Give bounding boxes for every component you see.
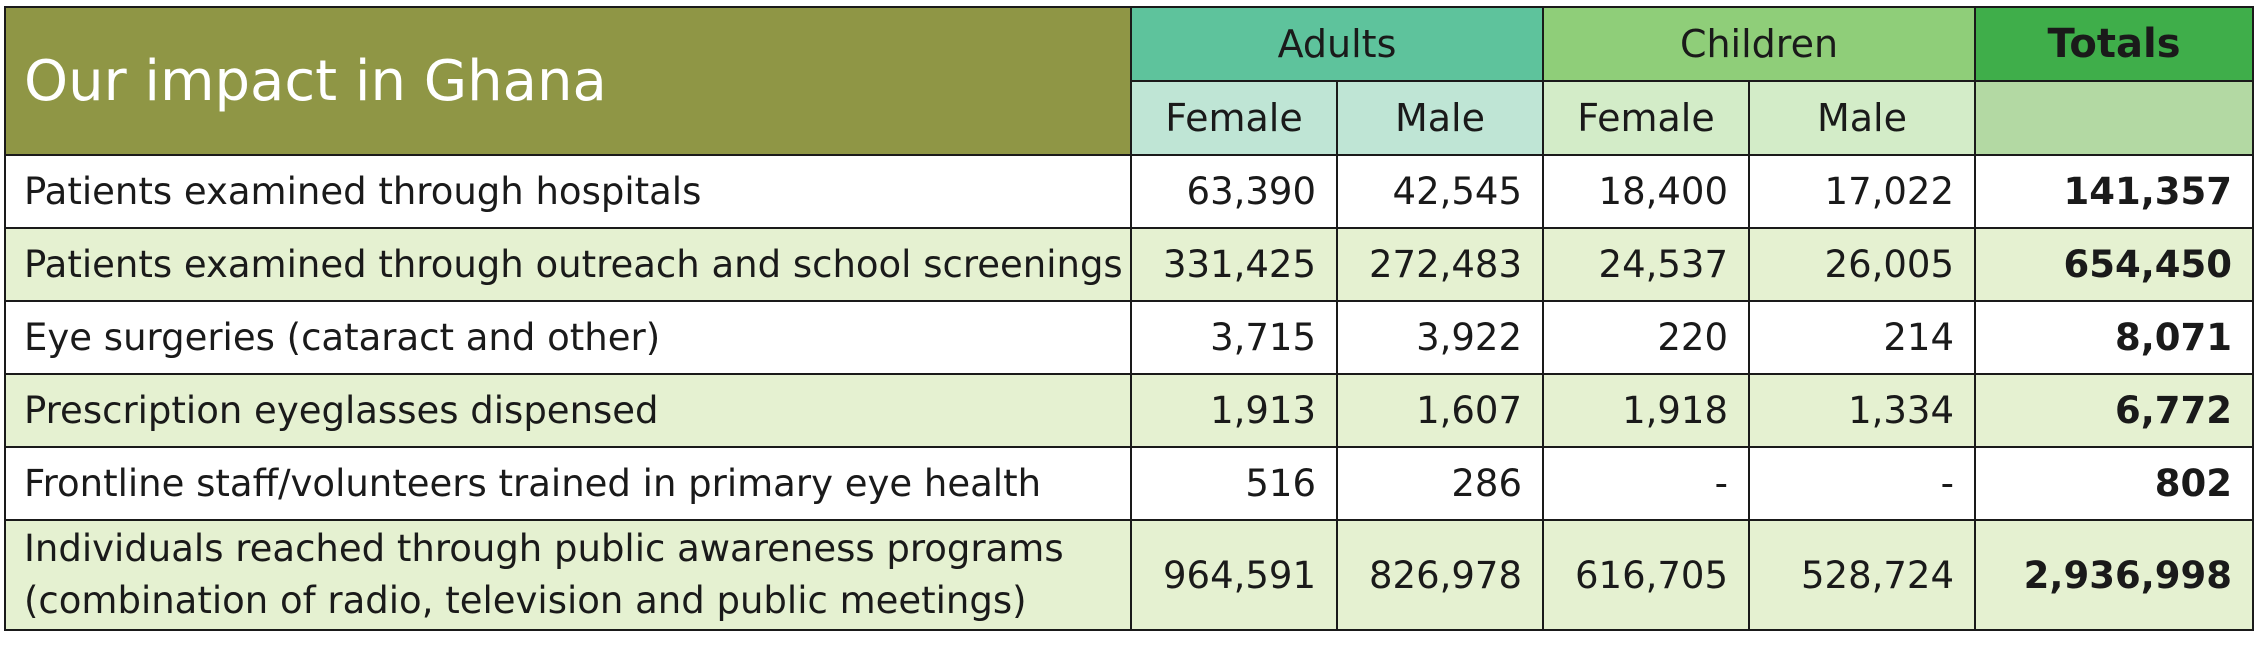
cell-adults-male: 826,978 (1336, 519, 1544, 631)
cell-total: 8,071 (1974, 300, 2254, 375)
group-header-adults: Adults (1130, 6, 1544, 82)
cell-children-female: 1,918 (1542, 373, 1750, 448)
cell-adults-female: 516 (1130, 446, 1338, 521)
table-row: Patients examined through hospitals 63,3… (4, 154, 2254, 229)
cell-total: 6,772 (1974, 373, 2254, 448)
group-header-totals: Totals (1974, 6, 2254, 82)
cell-total: 654,450 (1974, 227, 2254, 302)
row-label: Individuals reached through public aware… (4, 519, 1132, 631)
table-row: Prescription eyeglasses dispensed 1,913 … (4, 373, 2254, 448)
row-label-line-2: (combination of radio, television and pu… (24, 579, 1027, 622)
table-row: Patients examined through outreach and s… (4, 227, 2254, 302)
cell-children-female: 616,705 (1542, 519, 1750, 631)
cell-children-male: 214 (1748, 300, 1976, 375)
cell-children-male: 26,005 (1748, 227, 1976, 302)
cell-children-female: 18,400 (1542, 154, 1750, 229)
cell-children-female: - (1542, 446, 1750, 521)
subheader-adults-female: Female (1130, 80, 1338, 156)
table-title: Our impact in Ghana (4, 6, 1132, 156)
row-label: Prescription eyeglasses dispensed (4, 373, 1132, 448)
cell-adults-male: 286 (1336, 446, 1544, 521)
cell-adults-female: 331,425 (1130, 227, 1338, 302)
subheader-adults-male: Male (1336, 80, 1544, 156)
subheader-children-female: Female (1542, 80, 1750, 156)
cell-children-female: 24,537 (1542, 227, 1750, 302)
row-label: Frontline staff/volunteers trained in pr… (4, 446, 1132, 521)
subheader-children-male: Male (1748, 80, 1976, 156)
row-label: Patients examined through hospitals (4, 154, 1132, 229)
cell-adults-female: 63,390 (1130, 154, 1338, 229)
table-row: Individuals reached through public aware… (4, 519, 2254, 631)
cell-adults-male: 42,545 (1336, 154, 1544, 229)
cell-total: 141,357 (1974, 154, 2254, 229)
cell-children-male: 1,334 (1748, 373, 1976, 448)
cell-children-male: - (1748, 446, 1976, 521)
subheader-totals (1974, 80, 2254, 156)
cell-adults-male: 1,607 (1336, 373, 1544, 448)
cell-adults-female: 3,715 (1130, 300, 1338, 375)
row-label-line-1: Individuals reached through public aware… (24, 527, 1064, 570)
cell-children-male: 17,022 (1748, 154, 1976, 229)
group-header-children: Children (1542, 6, 1976, 82)
cell-children-female: 220 (1542, 300, 1750, 375)
cell-total: 2,936,998 (1974, 519, 2254, 631)
cell-adults-female: 964,591 (1130, 519, 1338, 631)
table-row: Frontline staff/volunteers trained in pr… (4, 446, 2254, 521)
row-label: Patients examined through outreach and s… (4, 227, 1132, 302)
cell-total: 802 (1974, 446, 2254, 521)
cell-adults-male: 272,483 (1336, 227, 1544, 302)
cell-children-male: 528,724 (1748, 519, 1976, 631)
row-label: Eye surgeries (cataract and other) (4, 300, 1132, 375)
cell-adults-male: 3,922 (1336, 300, 1544, 375)
impact-table: Our impact in Ghana Adults Children Tota… (4, 6, 2254, 631)
table-row: Eye surgeries (cataract and other) 3,715… (4, 300, 2254, 375)
cell-adults-female: 1,913 (1130, 373, 1338, 448)
